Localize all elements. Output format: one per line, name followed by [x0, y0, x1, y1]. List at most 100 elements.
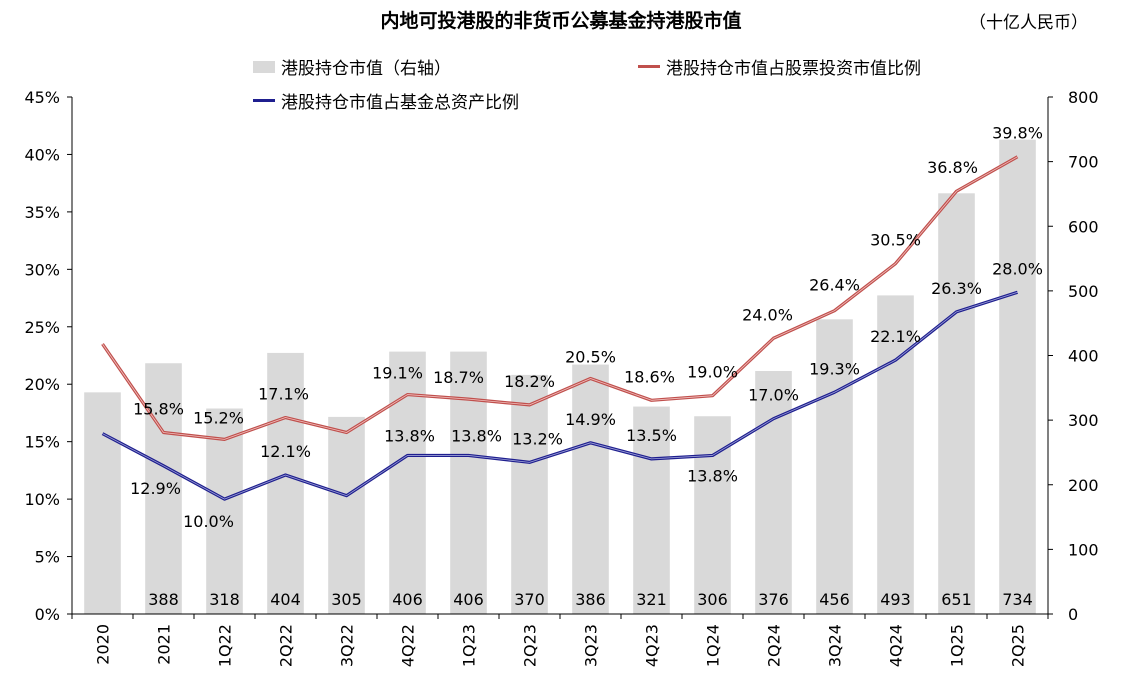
- left-tick-label: 45%: [24, 88, 60, 107]
- bar: [267, 352, 304, 614]
- bar: [511, 374, 548, 614]
- legend-swatch-bars: [253, 60, 275, 73]
- line-value-label: 19.1%: [372, 364, 423, 383]
- bar: [206, 408, 243, 614]
- x-tick-label: 2Q22: [277, 624, 296, 667]
- bar-value-label: 386: [575, 590, 606, 609]
- line-value-label: 36.8%: [927, 158, 978, 177]
- line-value-label: 18.2%: [504, 372, 555, 391]
- right-tick-label: 100: [1068, 540, 1099, 559]
- line-value-label: 12.9%: [130, 479, 181, 498]
- bar-value-label: 651: [941, 590, 972, 609]
- left-tick-label: 10%: [24, 490, 60, 509]
- line-value-label: 15.8%: [133, 399, 184, 418]
- bar-value-label: 404: [270, 590, 301, 609]
- left-tick-label: 25%: [24, 318, 60, 337]
- left-tick-label: 0%: [35, 605, 60, 624]
- bar-value-label: 493: [880, 590, 911, 609]
- right-tick-label: 300: [1068, 411, 1099, 430]
- legend-label-asset-ratio: 港股持仓市值占基金总资产比例: [281, 93, 519, 113]
- x-tick-label: 4Q24: [887, 624, 906, 667]
- bar-value-label: 370: [514, 590, 545, 609]
- bar: [755, 371, 792, 614]
- line-value-label: 24.0%: [742, 305, 793, 324]
- bar-value-label: 376: [758, 590, 789, 609]
- bar-value-label: 321: [636, 590, 667, 609]
- line-value-label: 10.0%: [183, 512, 234, 531]
- x-tick-label: 3Q22: [338, 624, 357, 667]
- line-value-label: 13.8%: [687, 466, 738, 485]
- x-tick-label: 1Q22: [216, 624, 235, 667]
- line-value-label: 15.2%: [193, 408, 244, 427]
- legend-label-bars: 港股持仓市值（右轴）: [281, 59, 451, 79]
- right-tick-label: 500: [1068, 282, 1099, 301]
- bar-value-label: 734: [1002, 590, 1033, 609]
- line-value-label: 26.3%: [931, 279, 982, 298]
- right-tick-label: 800: [1068, 88, 1099, 107]
- x-tick-label: 3Q24: [826, 624, 845, 667]
- x-tick-label: 2021: [155, 624, 174, 665]
- line-value-label: 18.7%: [433, 368, 484, 387]
- bar-value-label: 406: [392, 590, 423, 609]
- legend-swatch-asset-ratio: [253, 99, 275, 102]
- bar-value-label: 305: [331, 590, 362, 609]
- bar-value-label: 306: [697, 590, 728, 609]
- line-value-label: 13.2%: [512, 429, 563, 448]
- line-value-label: 14.9%: [565, 410, 616, 429]
- left-tick-label: 30%: [24, 260, 60, 279]
- line-value-label: 19.0%: [687, 363, 738, 382]
- bar: [84, 392, 121, 614]
- right-tick-label: 200: [1068, 476, 1099, 495]
- x-tick-label: 2Q24: [765, 624, 784, 667]
- line-value-label: 19.3%: [809, 359, 860, 378]
- bar: [450, 351, 487, 614]
- bar-value-label: 456: [819, 590, 850, 609]
- x-tick-label: 2Q25: [1009, 624, 1028, 667]
- right-tick-label: 0: [1068, 605, 1078, 624]
- series-line-highlight: [102, 291, 1018, 500]
- x-tick-label: 3Q23: [582, 624, 601, 667]
- bar-value-label: 388: [148, 590, 179, 609]
- bar: [328, 416, 365, 614]
- line-value-label: 13.8%: [384, 426, 435, 445]
- legend-label-stock-ratio: 港股持仓市值占股票投资市值比例: [666, 59, 921, 79]
- x-tick-label: 4Q22: [399, 624, 418, 667]
- bar-value-label: 406: [453, 590, 484, 609]
- line-value-label: 13.5%: [626, 426, 677, 445]
- bar: [572, 364, 609, 614]
- left-tick-label: 5%: [35, 548, 60, 567]
- x-tick-label: 1Q23: [460, 624, 479, 667]
- chart-title: 内地可投港股的非货币公募基金持港股市值: [380, 10, 742, 32]
- unit-label: （十亿人民币）: [969, 13, 1088, 33]
- line-value-label: 17.1%: [258, 385, 309, 404]
- bar: [389, 351, 426, 614]
- left-tick-label: 20%: [24, 375, 60, 394]
- x-tick-label: 2020: [94, 624, 113, 665]
- line-value-label: 22.1%: [870, 327, 921, 346]
- legend-item-asset-ratio: 港股持仓市值占基金总资产比例: [253, 88, 519, 113]
- line-value-label: 26.4%: [809, 276, 860, 295]
- series-line-highlight: [102, 156, 1018, 440]
- line-value-label: 28.0%: [992, 259, 1043, 278]
- x-tick-label: 1Q24: [704, 624, 723, 667]
- bar: [816, 319, 853, 614]
- line-value-label: 20.5%: [565, 347, 616, 366]
- right-tick-label: 700: [1068, 153, 1099, 172]
- left-tick-label: 40%: [24, 145, 60, 164]
- bar: [633, 406, 670, 614]
- right-tick-label: 600: [1068, 217, 1099, 236]
- x-tick-label: 1Q25: [948, 624, 967, 667]
- x-tick-label: 4Q23: [643, 624, 662, 667]
- line-value-label: 30.5%: [870, 231, 921, 250]
- legend-item-bars: 港股持仓市值（右轴）: [253, 54, 451, 79]
- bar: [999, 139, 1036, 614]
- line-value-label: 39.8%: [992, 124, 1043, 143]
- line-value-label: 13.8%: [451, 426, 502, 445]
- left-tick-label: 15%: [24, 433, 60, 452]
- right-tick-label: 400: [1068, 347, 1099, 366]
- left-tick-label: 35%: [24, 203, 60, 222]
- x-tick-label: 2Q23: [521, 624, 540, 667]
- legend-swatch-stock-ratio: [638, 65, 660, 68]
- bar: [145, 363, 182, 614]
